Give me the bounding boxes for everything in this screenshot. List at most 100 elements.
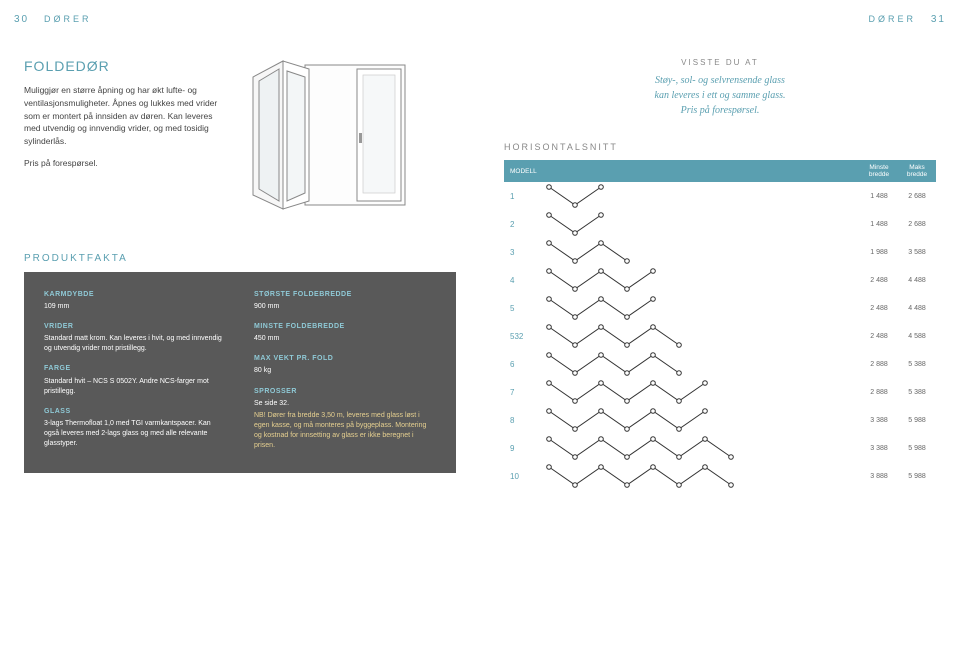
visste-label: VISSTE DU AT bbox=[504, 58, 936, 67]
visste-body: Støy-, sol- og selvrensende glass kan le… bbox=[504, 73, 936, 118]
fakta-heading: MAX VEKT PR. FOLD bbox=[254, 354, 436, 364]
model-id: 4 bbox=[504, 266, 544, 294]
max-width: 2 688 bbox=[898, 210, 936, 238]
model-id: 6 bbox=[504, 350, 544, 378]
table-row: 2 1 4882 688 bbox=[504, 210, 936, 238]
fakta-text: 109 mm bbox=[44, 302, 226, 312]
min-width: 3 888 bbox=[860, 462, 898, 490]
fold-diagram bbox=[544, 380, 710, 404]
diagram-cell bbox=[544, 378, 860, 406]
model-id: 8 bbox=[504, 406, 544, 434]
fakta-col-2: STØRSTE FOLDEBREDDE 900 mm MINSTE FOLDEBRE… bbox=[254, 290, 436, 452]
diagram-cell bbox=[544, 406, 860, 434]
model-tbody: 1 1 4882 688 2 1 4882 688 3 1 9883 588 4 2 4884… bbox=[504, 182, 936, 490]
model-id: 10 bbox=[504, 462, 544, 490]
min-width: 2 888 bbox=[860, 378, 898, 406]
max-width: 5 988 bbox=[898, 406, 936, 434]
fold-diagram bbox=[544, 184, 606, 208]
table-row: 5 2 4884 488 bbox=[504, 294, 936, 322]
min-width: 3 388 bbox=[860, 406, 898, 434]
table-row: 3 1 9883 588 bbox=[504, 238, 936, 266]
door-illustration bbox=[235, 55, 415, 220]
fold-diagram bbox=[544, 408, 710, 432]
fold-diagram bbox=[544, 268, 658, 292]
fakta-text: Standard matt krom. Kan leveres i hvit, … bbox=[44, 334, 226, 354]
fakta-text: Se side 32. bbox=[254, 399, 436, 409]
produktfakta-label: PRODUKTFAKTA bbox=[24, 253, 456, 264]
min-width: 1 988 bbox=[860, 238, 898, 266]
min-width: 1 488 bbox=[860, 182, 898, 210]
fakta-text: 450 mm bbox=[254, 334, 436, 344]
model-id: 7 bbox=[504, 378, 544, 406]
fakta-box: KARMDYBDE 109 mm VRIDER Standard matt krom.… bbox=[24, 272, 456, 474]
max-width: 5 388 bbox=[898, 350, 936, 378]
max-width: 4 488 bbox=[898, 294, 936, 322]
diagram-cell bbox=[544, 294, 860, 322]
th-max: Maks bredde bbox=[898, 160, 936, 182]
section-label-left: DØRER bbox=[44, 14, 92, 24]
th-model: MODELL bbox=[504, 160, 544, 182]
fakta-heading: MINSTE FOLDEBREDDE bbox=[254, 322, 436, 332]
diagram-cell bbox=[544, 322, 860, 350]
table-row: 1 1 4882 688 bbox=[504, 182, 936, 210]
diagram-cell bbox=[544, 238, 860, 266]
table-row: 9 3 3885 988 bbox=[504, 434, 936, 462]
max-width: 5 388 bbox=[898, 378, 936, 406]
right-page: 31 DØRER VISSTE DU AT Støy-, sol- og sel… bbox=[480, 0, 960, 656]
fakta-heading: GLASS bbox=[44, 407, 226, 417]
max-width: 4 588 bbox=[898, 322, 936, 350]
page-number-right: 31 bbox=[931, 14, 946, 25]
fakta-text: Standard hvit – NCS S 0502Y. Andre NCS-f… bbox=[44, 377, 226, 397]
model-id: 3 bbox=[504, 238, 544, 266]
max-width: 5 988 bbox=[898, 462, 936, 490]
th-diagram bbox=[544, 160, 860, 182]
fakta-heading: FARGE bbox=[44, 364, 226, 374]
fakta-text: 3-lags Thermofloat 1,0 med TGI varmkants… bbox=[44, 419, 226, 449]
diagram-cell bbox=[544, 210, 860, 238]
min-width: 2 488 bbox=[860, 266, 898, 294]
table-row: 62 8885 388 bbox=[504, 350, 936, 378]
fakta-col-1: KARMDYBDE 109 mm VRIDER Standard matt krom.… bbox=[44, 290, 226, 452]
horisontalsnitt-label: HORISONTALSNITT bbox=[504, 142, 936, 152]
model-id: 5 bbox=[504, 294, 544, 322]
fakta-warning: NB! Dører fra bredde 3,50 m, leveres med… bbox=[254, 411, 436, 452]
fold-diagram bbox=[544, 436, 736, 460]
diagram-cell bbox=[544, 462, 860, 490]
diagram-cell bbox=[544, 434, 860, 462]
fold-diagram bbox=[544, 324, 684, 348]
max-width: 2 688 bbox=[898, 182, 936, 210]
intro-text: Muliggjør en større åpning og har økt lu… bbox=[24, 84, 224, 148]
model-id: 1 bbox=[504, 182, 544, 210]
visste-line3: Pris på forespørsel. bbox=[681, 105, 760, 116]
fold-diagram bbox=[544, 296, 658, 320]
fakta-text: 900 mm bbox=[254, 302, 436, 312]
model-id: 2 bbox=[504, 210, 544, 238]
fold-diagram bbox=[544, 212, 606, 236]
fold-diagram bbox=[544, 240, 632, 264]
model-table: MODELL Minste bredde Maks bredde 11 4882… bbox=[504, 160, 936, 490]
table-row: 5322 4884 588 bbox=[504, 322, 936, 350]
th-min: Minste bredde bbox=[860, 160, 898, 182]
table-row: 4 2 4884 488 bbox=[504, 266, 936, 294]
section-label-right: DØRER bbox=[868, 14, 916, 24]
max-width: 5 988 bbox=[898, 434, 936, 462]
max-width: 4 488 bbox=[898, 266, 936, 294]
fakta-heading: SPROSSER bbox=[254, 387, 436, 397]
diagram-cell bbox=[544, 266, 860, 294]
fakta-heading: STØRSTE FOLDEBREDDE bbox=[254, 290, 436, 300]
visste-line1: Støy-, sol- og selvrensende glass bbox=[655, 75, 785, 86]
fakta-heading: VRIDER bbox=[44, 322, 226, 332]
min-width: 2 488 bbox=[860, 294, 898, 322]
model-id: 532 bbox=[504, 322, 544, 350]
table-row: 10 3 8885 988 bbox=[504, 462, 936, 490]
model-id: 9 bbox=[504, 434, 544, 462]
table-row: 8 3 3885 988 bbox=[504, 406, 936, 434]
fakta-heading: KARMDYBDE bbox=[44, 290, 226, 300]
min-width: 1 488 bbox=[860, 210, 898, 238]
fold-diagram bbox=[544, 464, 736, 488]
min-width: 3 388 bbox=[860, 434, 898, 462]
table-row: 7 2 8885 388 bbox=[504, 378, 936, 406]
diagram-cell bbox=[544, 350, 860, 378]
visste-line2: kan leveres i ett og samme glass. bbox=[655, 90, 786, 101]
max-width: 3 588 bbox=[898, 238, 936, 266]
